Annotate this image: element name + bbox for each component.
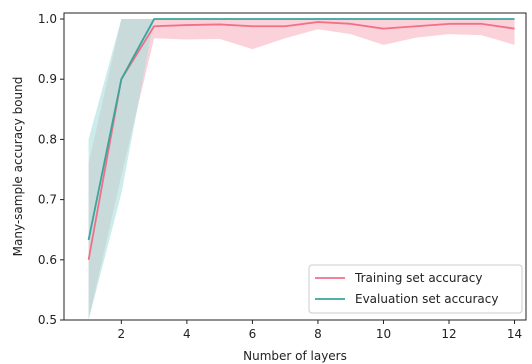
series-line-evaluation — [87, 18, 515, 241]
confidence-bands — [88, 19, 515, 320]
legend-label-training: Training set accuracy — [354, 271, 482, 285]
x-axis-ticks: 2 4 6 8 10 12 14 — [118, 320, 522, 341]
band-evaluation — [88, 19, 515, 320]
x-tick-label: 6 — [249, 327, 257, 341]
y-axis-label: Many-sample accuracy bound — [11, 77, 25, 257]
legend-label-evaluation: Evaluation set accuracy — [355, 292, 498, 306]
series-lines — [87, 18, 515, 260]
y-tick-label: 0.9 — [38, 72, 57, 86]
y-tick-label: 0.6 — [38, 253, 57, 267]
series-line-training — [87, 21, 515, 260]
x-tick-label: 14 — [507, 327, 522, 341]
x-tick-label: 12 — [441, 327, 456, 341]
y-tick-label: 0.8 — [38, 132, 57, 146]
y-tick-label: 1.0 — [38, 12, 57, 26]
x-tick-label: 2 — [118, 327, 126, 341]
y-axis-ticks: 0.5 0.6 0.7 0.8 0.9 1.0 — [38, 12, 64, 327]
legend-box — [308, 264, 523, 314]
y-tick-label: 0.5 — [38, 313, 57, 327]
x-tick-label: 10 — [376, 327, 391, 341]
legend: Training set accuracy Evaluation set accu… — [308, 264, 523, 314]
x-axis-label: Number of layers — [243, 349, 347, 363]
x-tick-label: 8 — [314, 327, 322, 341]
y-tick-label: 0.7 — [38, 193, 57, 207]
plot-frame — [63, 12, 527, 321]
x-tick-label: 4 — [183, 327, 191, 341]
